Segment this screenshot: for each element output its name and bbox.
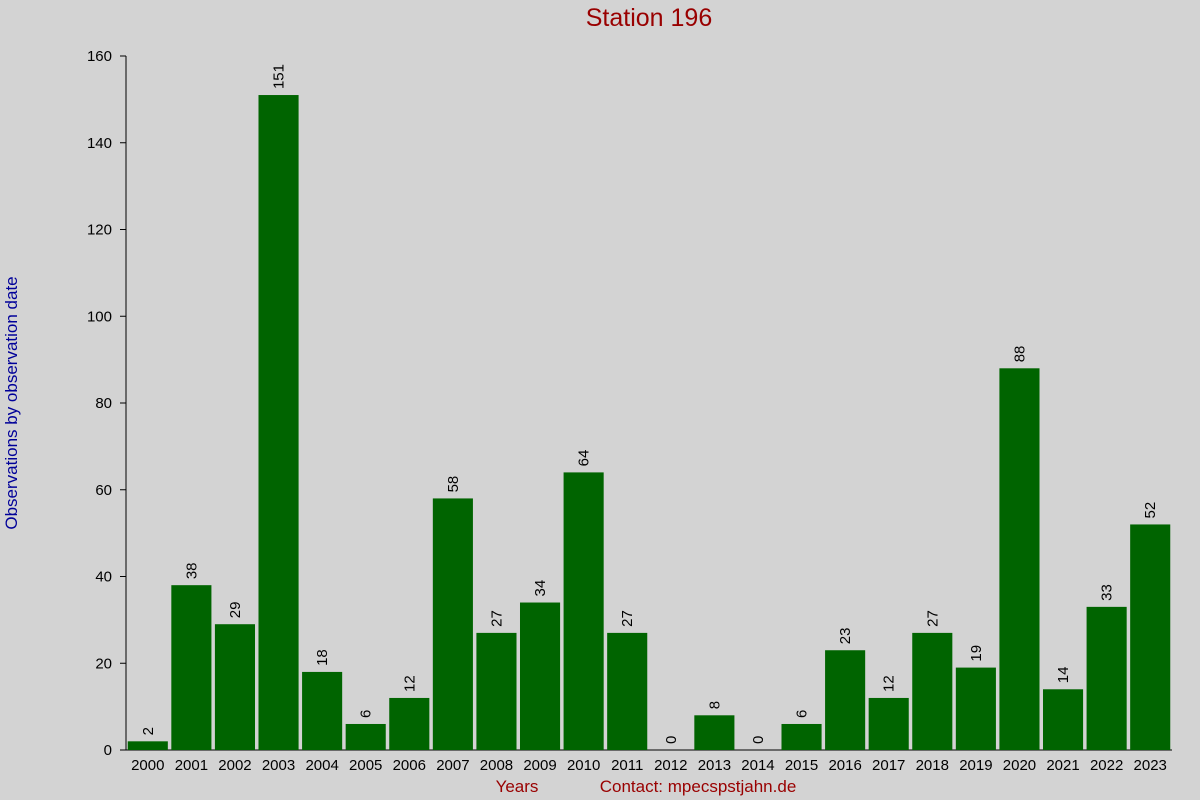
x-tick-label: 2005 [349,757,382,774]
x-tick-label: 2003 [262,757,295,774]
y-tick-label: 80 [95,395,112,412]
x-tick-label: 2017 [872,757,905,774]
x-tick-label: 2020 [1003,757,1036,774]
bar [127,741,168,750]
x-tick-label: 2007 [436,757,469,774]
x-tick-label: 2000 [131,757,164,774]
x-tick-label: 2002 [218,757,251,774]
value-label: 88 [1011,346,1028,363]
x-tick-label: 2022 [1090,757,1123,774]
value-label: 23 [837,628,854,645]
x-tick-label: 2016 [828,757,861,774]
value-label: 58 [445,476,462,493]
x-tick-label: 2006 [393,757,426,774]
bar [1042,689,1084,750]
y-tick-label: 160 [87,48,112,65]
value-label: 6 [358,710,375,718]
bar [868,697,909,750]
x-tick-label: 2019 [959,757,992,774]
footer: Contact: mpecspstjahn.de [600,777,797,796]
bar [694,715,735,750]
bar [258,95,299,751]
bar [563,472,604,750]
value-label: 6 [794,710,811,718]
x-tick-label: 2009 [523,757,556,774]
x-tick-label: 2011 [611,757,643,774]
y-axis-label: Observations by observation date [2,276,21,529]
bar [432,498,473,750]
x-tick-label: 2018 [916,757,949,774]
value-label: 19 [968,645,985,662]
chart-title: Station 196 [586,4,713,32]
bar [607,632,648,750]
bar [214,624,256,750]
bar [389,697,430,750]
value-label: 52 [1142,502,1159,519]
bar [1086,606,1127,750]
x-tick-label: 2015 [785,757,818,774]
value-label: 18 [314,649,331,666]
bar [825,650,866,750]
value-label: 151 [271,64,288,89]
value-label: 33 [1099,584,1116,601]
value-label: 29 [227,602,244,619]
value-label: 12 [401,675,418,692]
bar [955,667,996,750]
value-label: 8 [706,701,723,709]
value-label: 2 [140,727,157,735]
bar [345,723,386,750]
y-tick-label: 0 [104,742,112,759]
value-label: 0 [663,736,680,744]
value-label: 27 [924,610,941,627]
x-tick-label: 2010 [567,757,600,774]
y-tick-label: 20 [95,655,112,672]
x-tick-label: 2008 [480,757,513,774]
bar [1130,524,1171,750]
value-label: 27 [488,610,505,627]
x-axis-label: Years [496,777,539,796]
x-tick-label: 2004 [305,757,338,774]
y-tick-label: 140 [87,135,112,152]
bar [912,632,953,750]
value-label: 38 [183,562,200,579]
x-tick-label: 2023 [1134,757,1167,774]
x-tick-label: 2012 [654,757,687,774]
y-tick-label: 120 [87,222,112,239]
value-label: 27 [619,610,636,627]
bar [999,368,1040,750]
bar [476,632,517,750]
y-tick-label: 40 [95,569,112,586]
value-label: 64 [576,450,593,467]
bar [781,723,822,750]
x-tick-label: 2001 [175,757,208,774]
value-label: 0 [750,736,767,744]
bar [171,585,212,750]
x-tick-label: 2014 [741,757,774,774]
value-label: 14 [1055,667,1072,684]
value-label: 34 [532,580,549,597]
value-label: 12 [881,675,898,692]
y-tick-label: 60 [95,482,112,499]
x-tick-label: 2013 [698,757,731,774]
x-tick-label: 2021 [1046,757,1079,774]
y-tick-label: 100 [87,308,112,325]
bar [302,671,343,750]
bar [519,602,561,750]
